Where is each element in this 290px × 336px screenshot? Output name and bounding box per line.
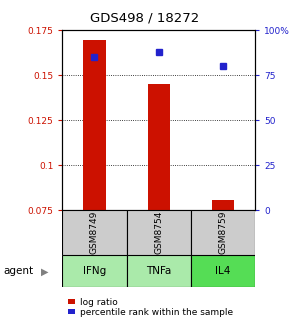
Bar [127,255,191,287]
Text: GDS498 / 18272: GDS498 / 18272 [90,12,200,25]
Text: GSM8754: GSM8754 [154,211,163,254]
Bar [127,210,191,255]
Text: IFNg: IFNg [83,266,106,276]
Text: GSM8759: GSM8759 [219,211,228,254]
Text: ▶: ▶ [41,266,49,276]
Bar [191,210,255,255]
Text: GSM8749: GSM8749 [90,211,99,254]
Text: percentile rank within the sample: percentile rank within the sample [80,308,233,317]
Text: IL4: IL4 [215,266,231,276]
Bar [148,84,170,210]
Bar [62,210,127,255]
Text: log ratio: log ratio [80,298,118,306]
Text: agent: agent [3,266,33,276]
Bar [212,200,234,210]
Text: TNFa: TNFa [146,266,171,276]
Bar [83,40,106,210]
Bar [62,255,127,287]
Bar [191,255,255,287]
